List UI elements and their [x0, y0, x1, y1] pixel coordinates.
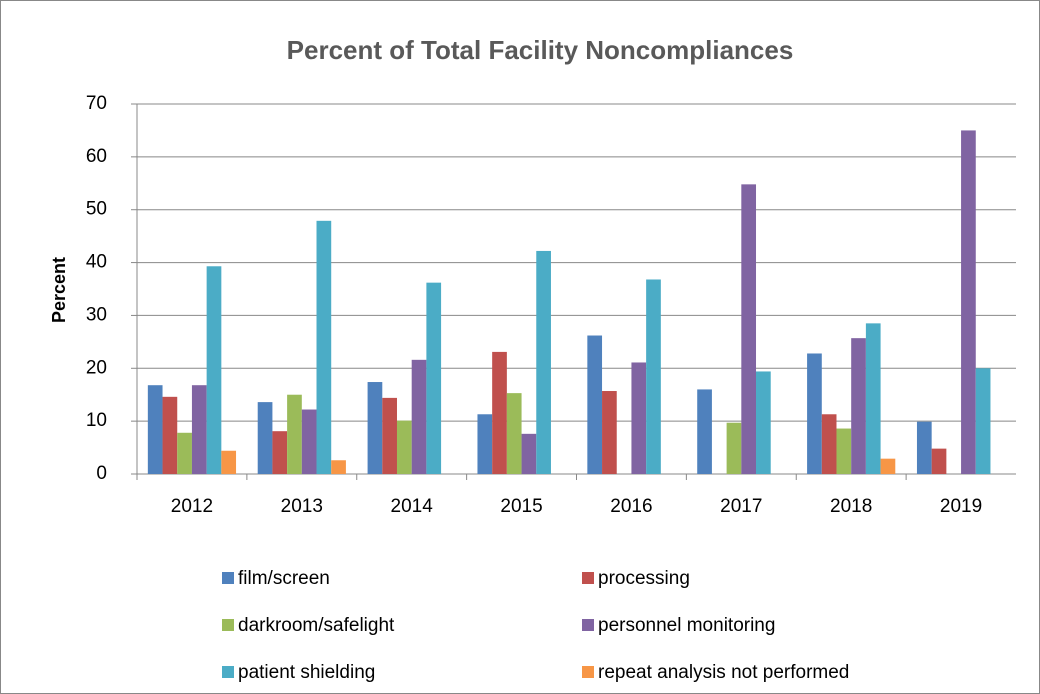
- legend-swatch: [582, 666, 594, 678]
- bar: [257, 402, 273, 474]
- legend-swatch: [222, 572, 234, 584]
- bar: [191, 385, 207, 474]
- bar: [536, 250, 551, 474]
- legend-label: patient shielding: [238, 662, 375, 683]
- bar: [367, 382, 383, 474]
- bar: [865, 323, 881, 474]
- bar: [506, 393, 522, 474]
- bar: [821, 414, 837, 474]
- bar: [587, 335, 603, 474]
- bar: [426, 282, 442, 474]
- bar: [206, 266, 222, 474]
- bar: [492, 351, 507, 474]
- y-tick-label: 50: [86, 199, 107, 220]
- y-tick-label: 20: [86, 357, 107, 378]
- y-tick-label: 0: [96, 463, 107, 484]
- bar: [221, 450, 237, 474]
- bar: [836, 428, 852, 474]
- bar: [961, 130, 976, 474]
- x-tick-label: 2015: [500, 496, 542, 517]
- y-axis-label: Percent: [49, 257, 69, 323]
- chart-title: Percent of Total Facility Noncompliances: [287, 35, 794, 65]
- bar: [477, 414, 493, 474]
- bar: [726, 422, 742, 474]
- bar: [931, 448, 947, 474]
- bar: [916, 421, 932, 474]
- bar: [301, 409, 317, 474]
- y-tick-label: 60: [86, 146, 107, 167]
- bar: [177, 432, 192, 474]
- legend-swatch: [582, 619, 594, 631]
- legend-label: processing: [598, 568, 690, 589]
- legend-label: darkroom/safelight: [238, 615, 395, 636]
- bar: [631, 362, 647, 474]
- bar: [646, 279, 661, 474]
- bar: [316, 220, 332, 474]
- bar: [602, 391, 617, 474]
- bar: [807, 353, 822, 474]
- bar: [287, 394, 302, 474]
- bar: [756, 371, 771, 474]
- bar: [331, 460, 346, 474]
- bar: [147, 385, 163, 474]
- legend-label: film/screen: [238, 568, 330, 589]
- bar: [697, 389, 712, 474]
- x-tick-label: 2019: [940, 496, 982, 517]
- legend-label: personnel monitoring: [598, 615, 775, 636]
- y-tick-label: 30: [86, 304, 107, 325]
- x-tick-label: 2014: [391, 496, 434, 517]
- x-tick-label: 2018: [830, 496, 872, 517]
- legend-swatch: [222, 666, 234, 678]
- y-tick-label: 70: [86, 93, 107, 114]
- bar: [162, 396, 178, 474]
- bar: [851, 338, 866, 474]
- bar: [880, 458, 896, 474]
- legend-swatch: [222, 619, 234, 631]
- bar: [272, 431, 288, 474]
- x-tick-label: 2013: [281, 496, 323, 517]
- bar: [396, 420, 412, 474]
- y-tick-label: 40: [86, 252, 107, 273]
- x-tick-label: 2012: [171, 496, 213, 517]
- bar: [741, 184, 757, 475]
- bar: [521, 433, 537, 474]
- legend-label: repeat analysis not performed: [598, 662, 849, 683]
- bar: [382, 397, 397, 474]
- x-tick-label: 2016: [610, 496, 652, 517]
- bar: [411, 359, 427, 474]
- legend-swatch: [582, 572, 594, 584]
- bar: [975, 368, 991, 474]
- y-tick-label: 10: [86, 410, 107, 431]
- x-tick-label: 2017: [720, 496, 762, 517]
